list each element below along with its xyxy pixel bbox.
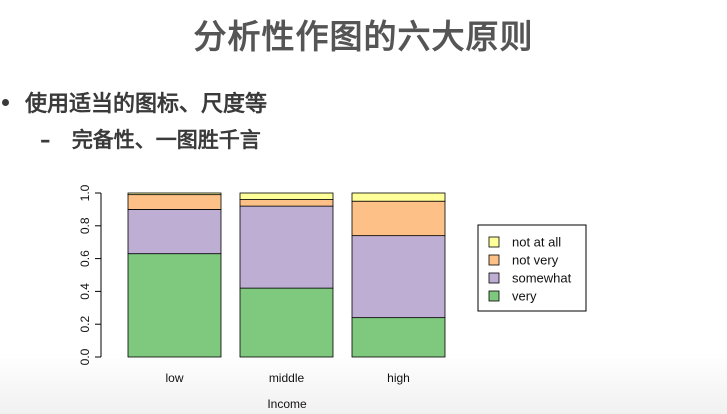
x-axis-label: Income: [267, 397, 307, 411]
bar-high-not-very: [351, 200, 446, 237]
bar-middle-somewhat: [239, 205, 334, 289]
legend-label: very: [512, 289, 537, 304]
bullet-dot-icon: [2, 98, 9, 106]
slide-title: 分析性作图的六大原则: [193, 17, 534, 56]
legend-swatch: [488, 290, 500, 302]
y-tick-label: 1.0: [78, 184, 92, 201]
bars-group: [127, 192, 446, 358]
bullet-2-text: 完备性、一图胜千言: [71, 128, 261, 152]
y-tick-label: 0.0: [78, 348, 92, 365]
bullet-level-2: – 完备性、一图胜千言: [40, 124, 261, 154]
y-tick-label: 0.6: [78, 250, 92, 267]
legend-swatch: [488, 272, 500, 284]
bar-low-not-at-all: [127, 192, 222, 196]
bar-middle-not-at-all: [239, 192, 334, 200]
legend-label: not very: [512, 253, 559, 268]
bullet-level-1: 使用适当的图标、尺度等: [0, 86, 267, 118]
legend-label: not at all: [512, 235, 561, 250]
bar-middle-very: [239, 287, 334, 358]
bar-low-somewhat: [127, 208, 222, 255]
y-axis: 0.0 0.2 0.4 0.6 0.8 1.0: [78, 184, 102, 365]
bar-low-not-very: [127, 194, 222, 210]
bar-middle-not-very: [239, 199, 334, 207]
bar-high-somewhat: [351, 235, 446, 319]
bar-low-very: [127, 253, 222, 358]
y-tick-label: 0.4: [78, 283, 92, 300]
bullet-dash: –: [40, 128, 51, 152]
x-axis: low middle high Income: [165, 371, 409, 411]
x-tick-label: high: [387, 371, 410, 385]
legend-label: somewhat: [512, 271, 572, 286]
legend-swatch: [488, 236, 500, 248]
x-tick-label: low: [165, 371, 183, 385]
bullet-1-text: 使用适当的图标、尺度等: [25, 92, 268, 117]
legend-swatch: [488, 254, 500, 266]
y-tick-label: 0.2: [78, 316, 92, 333]
x-tick-label: middle: [269, 371, 305, 385]
legend: not at all not very somewhat very: [477, 224, 587, 312]
bar-high-not-at-all: [351, 192, 446, 202]
y-tick-label: 0.8: [78, 217, 92, 234]
bar-high-very: [351, 317, 446, 358]
